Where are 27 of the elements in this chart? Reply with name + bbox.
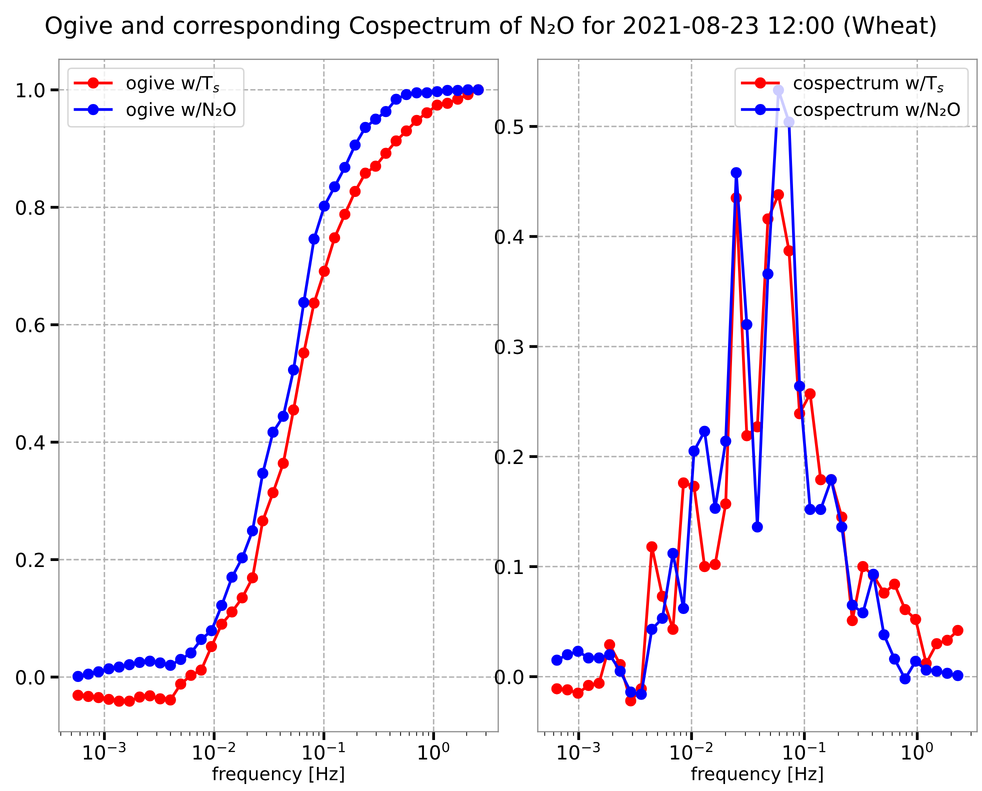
x-tick-label: 10$^{−2}$ [670, 742, 712, 760]
x-axis-title: frequency [Hz] [212, 766, 344, 784]
y-tick-label: 0.4 [16, 435, 45, 450]
x-axis-title: frequency [Hz] [691, 766, 823, 784]
y-tick-label: 0.0 [494, 670, 524, 684]
legend-label: cospectrum w/N₂O [794, 102, 960, 120]
y-tick-label: 0.3 [494, 339, 524, 354]
y-tick-label: 0.6 [16, 318, 44, 332]
x-tick-label: 10$^{−1}$ [784, 742, 826, 760]
legend-label: cospectrum w/T$_{s}$ [794, 76, 944, 94]
x-tick-label: 10$^{−3}$ [84, 742, 126, 760]
y-tick-label: 0.8 [16, 200, 44, 215]
y-tick-label: 0.4 [494, 229, 524, 244]
legend-label: ogive w/N₂O [126, 102, 236, 120]
x-tick-label: 10$^{−3}$ [558, 742, 600, 760]
x-tick-label: 10$^{−2}$ [193, 742, 235, 760]
y-tick-label: 0.2 [16, 552, 44, 568]
x-tick-label: 10$^{0}$ [902, 742, 933, 760]
y-tick-label: 0.2 [494, 450, 523, 464]
legend-label: ogive w/T$_{s}$ [126, 76, 220, 94]
y-tick-label: 0.5 [494, 119, 523, 134]
y-tick-label: 1.0 [16, 82, 44, 98]
chart-title: Ogive and corresponding Cospectrum of N₂O for 2021-08-23 12:00 (Wheat) [46, 16, 936, 39]
y-tick-label: 0.0 [16, 670, 44, 685]
x-tick-label: 10$^{−1}$ [303, 742, 345, 760]
y-tick-label: 0.1 [494, 560, 523, 574]
x-tick-label: 10$^{0}$ [418, 742, 450, 760]
